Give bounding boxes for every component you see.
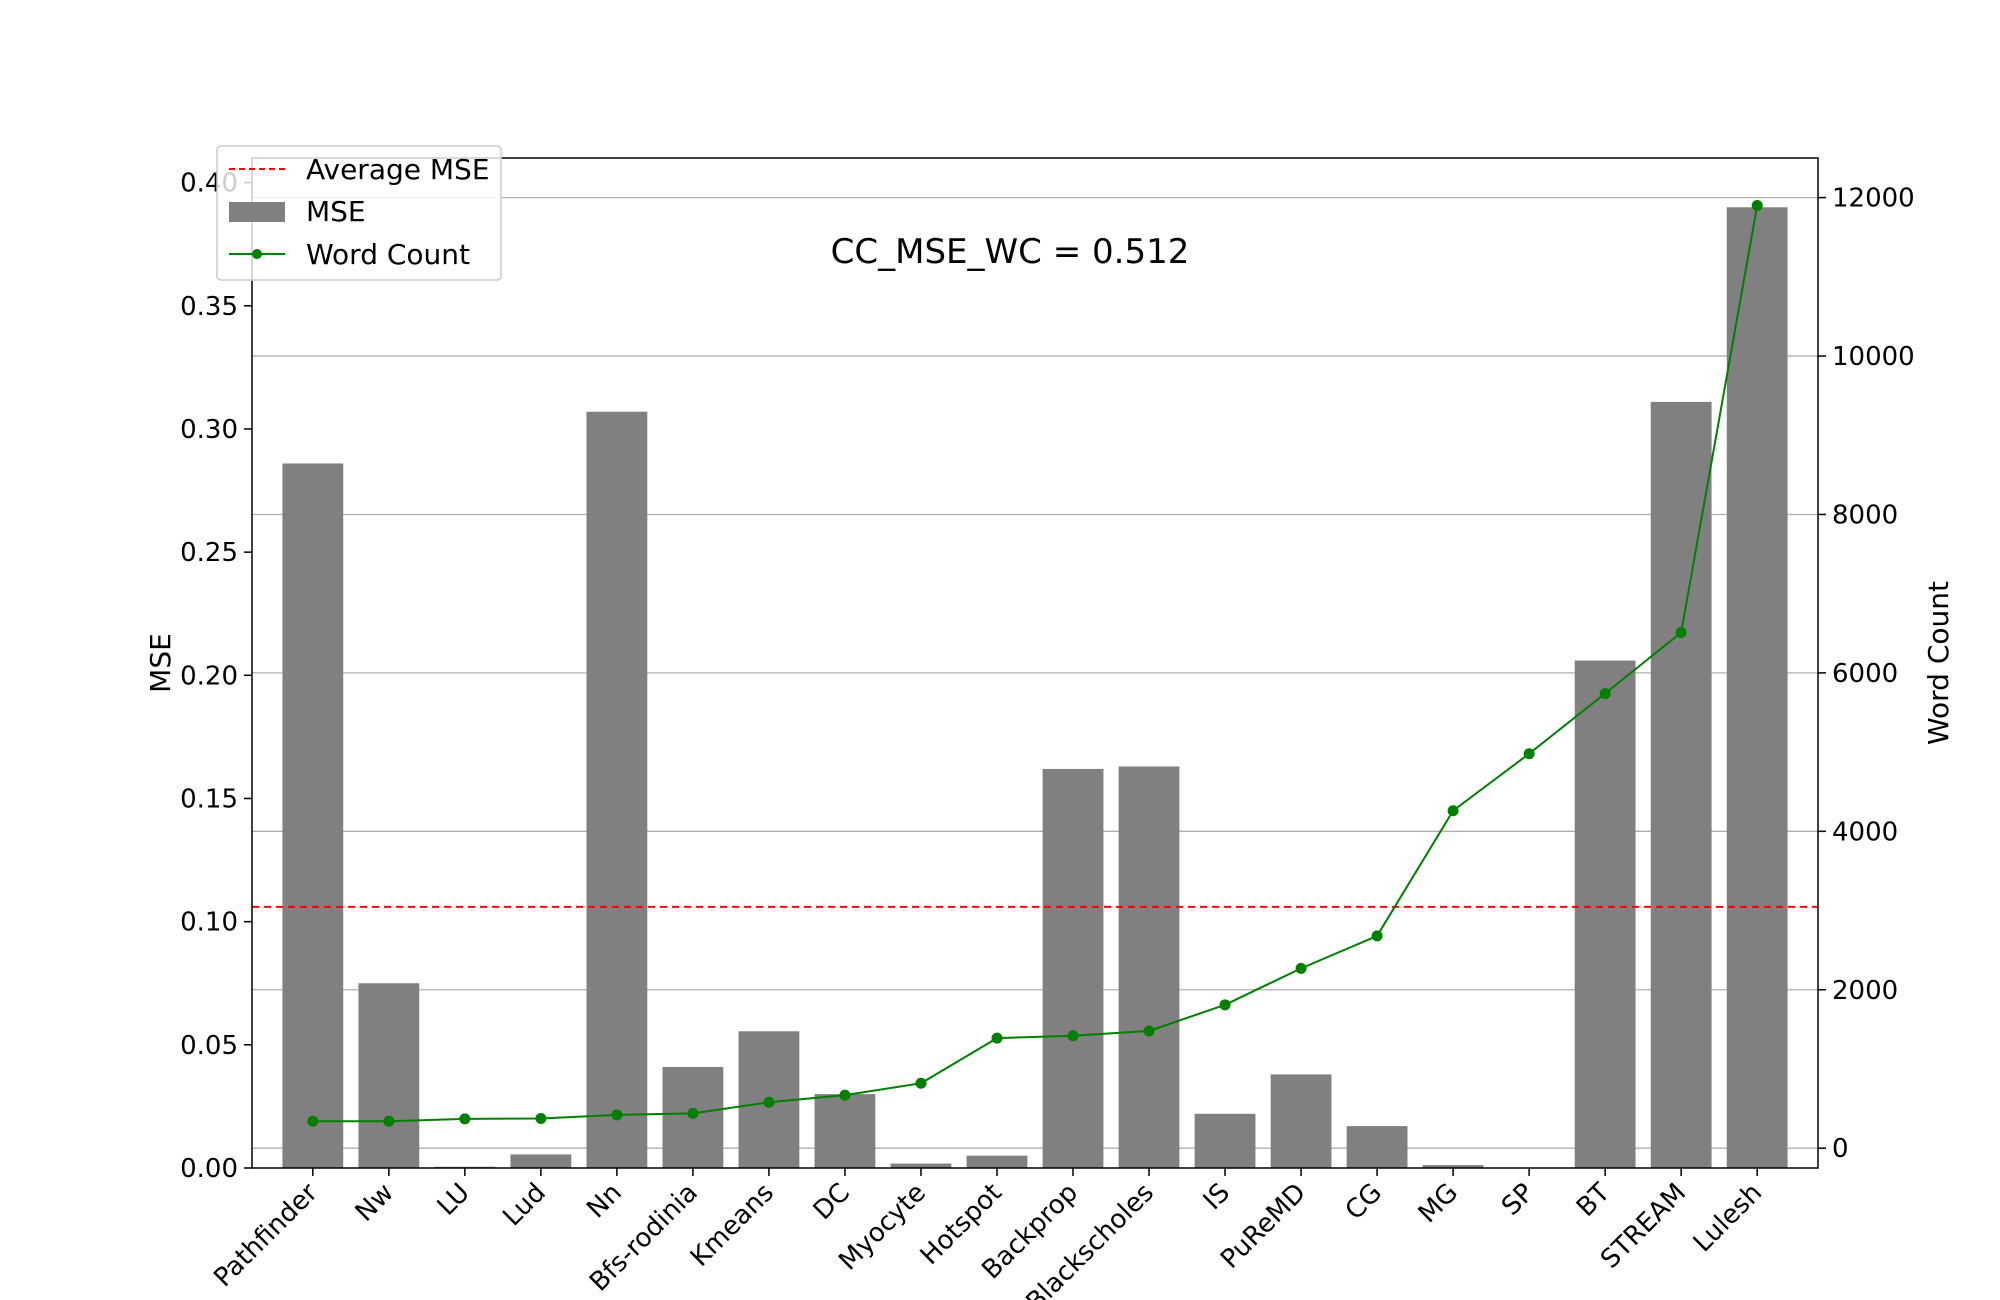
y-tick-label: 0.20 (180, 661, 238, 691)
x-tick-label: IS (1198, 1178, 1236, 1216)
correlation-annotation: CC_MSE_WC = 0.512 (831, 232, 1190, 272)
mse-bar (814, 1094, 876, 1168)
y-tick-label: 0.30 (180, 415, 238, 445)
word-count-point (687, 1107, 699, 1119)
x-tick-label: Nn (581, 1178, 628, 1225)
mse-bar (510, 1154, 572, 1168)
word-count-line (307, 200, 1763, 1127)
mse-bar (358, 983, 420, 1168)
y-tick-label: 0.10 (180, 908, 238, 938)
y-tick-label: 0.25 (180, 538, 238, 568)
mse-bar (282, 463, 344, 1169)
word-count-point (535, 1112, 547, 1124)
legend-average-mse-label: Average MSE (306, 153, 490, 186)
word-count-point (1371, 930, 1383, 942)
mse-bar (1574, 660, 1636, 1168)
mse-bar (1422, 1165, 1484, 1168)
word-count-point (1295, 962, 1307, 974)
mse-bar (586, 411, 648, 1169)
word-count-point (1219, 999, 1231, 1011)
word-count-point (611, 1109, 623, 1121)
y2-axis-label: Word Count (1922, 581, 1955, 745)
mse-bar (1042, 768, 1104, 1168)
x-tick-label: MG (1413, 1178, 1464, 1229)
x-tick-label: Lulesh (1688, 1178, 1768, 1258)
word-count-point (1523, 748, 1535, 760)
mse-bars (282, 207, 1788, 1169)
legend-mse-swatch (229, 202, 285, 222)
x-tick-label: CG (1340, 1178, 1388, 1226)
right-axis-ticks: 0 2000 4000 6000 8000 10000 12000 (1818, 184, 1915, 1164)
mse-bar (1118, 766, 1180, 1168)
legend-box (216, 145, 502, 281)
y2-tick-label: 12000 (1832, 184, 1915, 214)
legend-mse-label: MSE (306, 195, 366, 228)
y2-tick-label: 0 (1832, 1134, 1849, 1164)
word-count-point (307, 1115, 319, 1127)
y2-tick-label: 6000 (1832, 659, 1898, 689)
x-tick-label: Pathfinder (208, 1178, 324, 1294)
mse-bar (1346, 1126, 1408, 1168)
x-tick-label: STREAM (1595, 1178, 1692, 1275)
x-tick-label: PuReMD (1215, 1178, 1312, 1275)
word-count-point (839, 1089, 851, 1101)
word-count-point (763, 1096, 775, 1108)
y-tick-label: 0.15 (180, 784, 238, 814)
mse-bar (966, 1155, 1028, 1168)
grid-lines (252, 196, 1818, 1149)
x-tick-label: Lud (497, 1178, 551, 1232)
legend-word-count-label: Word Count (306, 238, 470, 271)
x-tick-label: BT (1571, 1178, 1616, 1223)
word-count-point (383, 1115, 395, 1127)
y2-tick-label: 10000 (1832, 342, 1915, 372)
x-tick-label: Kmeans (685, 1178, 780, 1273)
y2-tick-label: 8000 (1832, 500, 1898, 530)
y-tick-label: 0.00 (180, 1154, 238, 1184)
word-count-point (1751, 200, 1763, 212)
mse-bar (1726, 207, 1788, 1168)
word-count-point (1599, 687, 1611, 699)
legend-word-count-marker (252, 249, 262, 259)
word-count-point (915, 1077, 927, 1089)
word-count-point (1675, 627, 1687, 639)
word-count-point (459, 1113, 471, 1125)
word-count-point (1143, 1025, 1155, 1037)
y2-tick-label: 2000 (1832, 976, 1898, 1006)
word-count-polyline (312, 205, 1759, 1123)
plot-frame (251, 157, 1819, 1169)
x-tick-label: DC (808, 1178, 856, 1226)
left-axis-ticks: 0.000.050.100.150.200.250.300.350.40 (180, 169, 252, 1184)
mse-bar (1270, 1074, 1332, 1168)
word-count-point (1067, 1030, 1079, 1042)
word-count-point (1447, 805, 1459, 817)
mse-bar (890, 1163, 952, 1168)
mse-bar (1650, 401, 1712, 1168)
y-tick-label: 0.35 (180, 292, 238, 322)
x-tick-label: LU (432, 1178, 476, 1222)
y2-tick-label: 4000 (1832, 817, 1898, 847)
word-count-point (991, 1032, 1003, 1044)
y-axis-label: MSE (144, 633, 177, 693)
legend: Average MSE MSE Word Count (216, 145, 502, 281)
x-tick-label: Nw (350, 1178, 400, 1228)
mse-bar (1194, 1113, 1256, 1168)
y-tick-label: 0.05 (180, 1031, 238, 1061)
x-tick-label: SP (1496, 1178, 1540, 1222)
